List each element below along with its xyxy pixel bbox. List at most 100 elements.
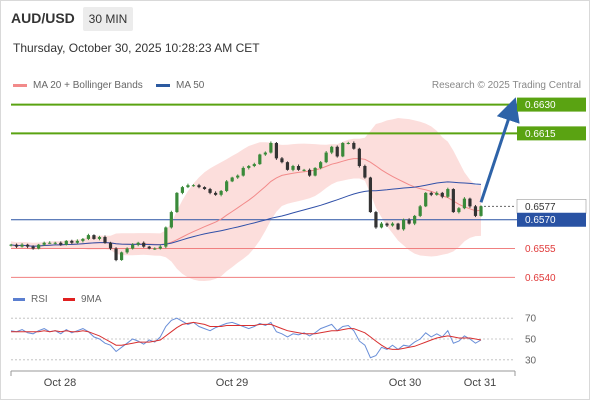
candle-body bbox=[180, 187, 185, 193]
candle-body bbox=[330, 146, 334, 153]
candle-body bbox=[313, 167, 317, 176]
level-lines bbox=[11, 103, 585, 278]
candle-body bbox=[247, 166, 251, 168]
candle-body bbox=[241, 167, 245, 176]
x-tick-label-0: Oct 28 bbox=[44, 377, 76, 389]
x-axis: Oct 28 Oct 29 Oct 30 Oct 31 bbox=[10, 370, 516, 389]
candle-body bbox=[31, 246, 35, 249]
candle-body bbox=[59, 242, 63, 245]
symbol-title: AUD/USD bbox=[11, 10, 75, 26]
rsi-legend-label: RSI bbox=[31, 294, 48, 305]
candles bbox=[9, 141, 483, 262]
candle-body bbox=[202, 187, 207, 190]
rsi-panel: 70 50 30 bbox=[10, 314, 537, 366]
ma50-line bbox=[10, 181, 482, 247]
candle-body bbox=[424, 192, 428, 207]
candle-body bbox=[236, 175, 240, 178]
candle-body bbox=[142, 242, 146, 247]
datetime-label: Thursday, October 30, 2025 10:28:23 AM C… bbox=[13, 41, 260, 55]
candle-body bbox=[9, 244, 13, 246]
candle-body bbox=[263, 152, 267, 155]
bollinger-band-area bbox=[11, 118, 481, 281]
candle-body bbox=[92, 235, 96, 239]
candle-body bbox=[97, 237, 102, 239]
candle-body bbox=[225, 181, 229, 191]
candle-body bbox=[324, 152, 328, 163]
rsi-line bbox=[10, 317, 482, 359]
candle-body bbox=[396, 223, 400, 230]
x-tick-label-1: Oct 29 bbox=[216, 377, 248, 389]
candle-body bbox=[70, 240, 74, 243]
candle-body bbox=[191, 185, 196, 187]
candle-body bbox=[440, 192, 444, 197]
candle-body bbox=[451, 189, 455, 213]
candle-body bbox=[473, 206, 478, 216]
candle-body bbox=[390, 223, 395, 226]
price-label-bg-3 bbox=[517, 212, 586, 227]
candle-body bbox=[108, 242, 113, 249]
candle-body bbox=[37, 244, 41, 249]
candle-body bbox=[363, 166, 367, 178]
candle-body bbox=[302, 169, 306, 171]
moving-averages bbox=[10, 158, 482, 247]
price-label-bg-0 bbox=[517, 97, 586, 112]
x-tick-label-2: Oct 30 bbox=[389, 377, 421, 389]
candle-body bbox=[53, 242, 57, 244]
candle-body bbox=[25, 244, 30, 247]
price-label-bg-1 bbox=[517, 126, 586, 141]
candle-body bbox=[468, 198, 472, 207]
timeframe-button[interactable]: 30 MIN bbox=[83, 7, 133, 31]
price-label-0: 0.6630 bbox=[525, 100, 556, 111]
candle-body bbox=[346, 142, 350, 144]
9ma-swatch bbox=[63, 297, 75, 301]
candle-body bbox=[230, 177, 234, 182]
candle-body bbox=[335, 146, 339, 157]
price-label-4: 0.6555 bbox=[525, 244, 556, 255]
rsi-ma-line bbox=[11, 321, 482, 350]
candle-body bbox=[457, 208, 461, 213]
candle-body bbox=[435, 192, 439, 195]
candle-body bbox=[252, 164, 256, 167]
candle-body bbox=[296, 166, 301, 170]
candle-body bbox=[14, 244, 19, 247]
legend-rsi: RSI bbox=[13, 294, 48, 305]
legend-ma20: MA 20 + Bollinger Bands bbox=[13, 80, 143, 91]
candle-body bbox=[136, 242, 140, 245]
9ma-legend-label: 9MA bbox=[81, 294, 102, 305]
candle-body bbox=[103, 237, 107, 243]
candle-body bbox=[462, 198, 467, 209]
candle-body bbox=[175, 192, 179, 213]
price-labels: 0.6630 0.6615 0.6577 0.6570 0.6555 0.6540 bbox=[516, 97, 587, 284]
candle-body bbox=[379, 223, 384, 228]
candle-body bbox=[407, 219, 411, 224]
candle-body bbox=[131, 244, 135, 249]
candle-body bbox=[81, 238, 85, 241]
candle-body bbox=[208, 189, 212, 193]
candle-body bbox=[291, 166, 295, 170]
price-label-5: 0.6540 bbox=[525, 273, 556, 284]
rsi-swatch bbox=[13, 297, 25, 301]
candle-body bbox=[197, 185, 201, 188]
projection-arrow-line bbox=[479, 97, 520, 203]
candle-body bbox=[219, 190, 223, 195]
candle-body bbox=[186, 185, 190, 188]
candle-body bbox=[42, 242, 46, 245]
rsi-tick-label-0: 70 bbox=[525, 314, 537, 325]
price-label-2: 0.6577 bbox=[525, 202, 556, 213]
ma50-swatch bbox=[156, 83, 170, 87]
candle-body bbox=[125, 248, 129, 253]
candle-body bbox=[75, 240, 79, 243]
candle-body bbox=[280, 158, 284, 163]
candle-body bbox=[374, 212, 378, 228]
candle-body bbox=[418, 206, 422, 216]
candle-body bbox=[368, 177, 373, 213]
candle-body bbox=[164, 227, 168, 247]
rsi-tick-label-1: 50 bbox=[525, 335, 537, 346]
candle-body bbox=[153, 248, 157, 250]
candle-body bbox=[147, 246, 151, 249]
candle-body bbox=[341, 142, 345, 157]
candle-body bbox=[86, 235, 91, 239]
candle-body bbox=[119, 252, 124, 261]
candle-body bbox=[479, 206, 483, 216]
